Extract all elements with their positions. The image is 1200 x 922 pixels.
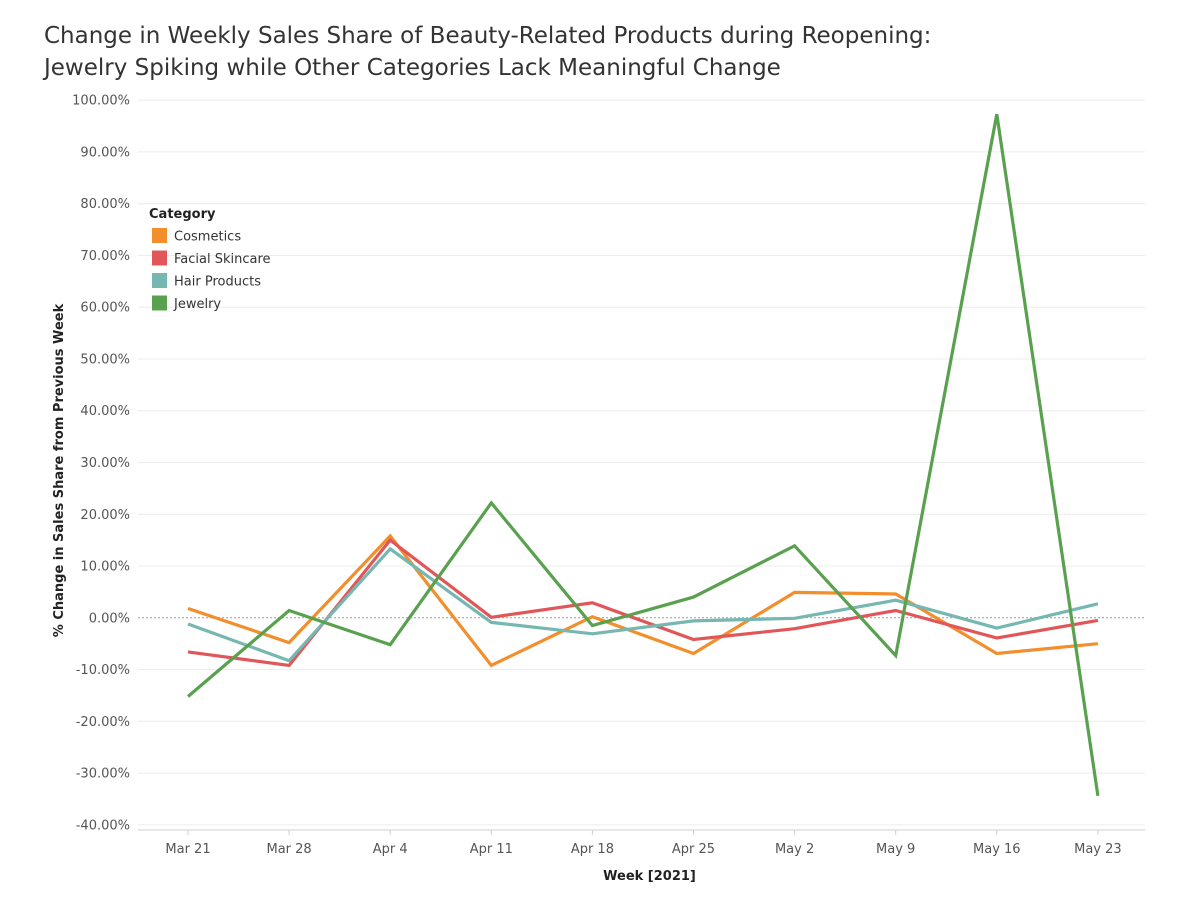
- y-tick-label: 20.00%: [80, 508, 130, 523]
- x-tick-label: Apr 11: [470, 842, 513, 857]
- gridlines: [138, 99, 1145, 826]
- series-lines[interactable]: [186, 113, 1100, 797]
- x-tick-label: May 16: [973, 842, 1021, 857]
- y-tick-label: 30.00%: [80, 456, 130, 471]
- y-tick-label: -20.00%: [76, 715, 130, 730]
- chart-title-line-2: Jewelry Spiking while Other Categories L…: [44, 55, 781, 81]
- x-axis-title: Week [2021]: [603, 869, 696, 884]
- y-axis-title: % Change in Sales Share from Previous We…: [52, 303, 67, 637]
- legend-label[interactable]: Cosmetics: [174, 230, 241, 245]
- y-tick-label: -40.00%: [76, 818, 130, 833]
- series-line-jewelry[interactable]: [186, 113, 1100, 797]
- legend-items[interactable]: Cosmetics Facial Skincare Hair Products Jew…: [152, 228, 271, 312]
- y-tick-label: 100.00%: [72, 94, 130, 109]
- y-tick-label: 0.00%: [89, 611, 130, 626]
- chart-title-line-1: Change in Weekly Sales Share of Beauty-R…: [44, 23, 932, 49]
- y-tick-label: -30.00%: [76, 767, 130, 782]
- legend-swatch: [152, 228, 167, 243]
- y-tick-label: 40.00%: [80, 404, 130, 419]
- y-tick-label: 60.00%: [80, 301, 130, 316]
- x-tick-label: Apr 25: [672, 842, 715, 857]
- y-tick-label: -10.00%: [76, 663, 130, 678]
- y-tick-label: 80.00%: [80, 197, 130, 212]
- x-tick-label: Mar 28: [266, 842, 311, 857]
- legend-title: Category: [149, 207, 216, 222]
- legend-label[interactable]: Jewelry: [173, 297, 221, 312]
- x-tick-label: May 9: [876, 842, 915, 857]
- x-axis-ticks: Mar 21 Mar 28 Apr 4 Apr 11 Apr 18 Apr 25 May 2…: [165, 830, 1122, 857]
- chart-title: Change in Weekly Sales Share of Beauty-R…: [44, 20, 1164, 84]
- legend[interactable]: Category Cosmetics Facial Skincare Hair Pr…: [149, 207, 271, 312]
- legend-swatch: [152, 295, 167, 311]
- series-line-hair-products[interactable]: [187, 546, 1099, 663]
- x-tick-label: May 23: [1074, 842, 1122, 857]
- y-tick-label: 50.00%: [80, 352, 130, 367]
- x-tick-label: Apr 4: [373, 842, 408, 857]
- legend-swatch: [152, 273, 167, 288]
- y-axis-ticks: -40.00% -30.00% -20.00% -10.00% 0.00% 10.00% 2…: [72, 94, 130, 834]
- x-tick-label: Apr 18: [571, 842, 614, 857]
- legend-label[interactable]: Hair Products: [174, 275, 261, 290]
- y-tick-label: 10.00%: [80, 560, 130, 575]
- x-tick-label: May 2: [775, 842, 814, 857]
- x-tick-label: Mar 21: [165, 842, 210, 857]
- legend-label[interactable]: Facial Skincare: [174, 252, 271, 267]
- y-tick-label: 70.00%: [80, 249, 130, 264]
- series-line-facial-skincare[interactable]: [187, 537, 1099, 668]
- y-tick-label: 90.00%: [80, 145, 130, 160]
- series-line-cosmetics[interactable]: [187, 533, 1099, 668]
- legend-swatch: [152, 250, 167, 266]
